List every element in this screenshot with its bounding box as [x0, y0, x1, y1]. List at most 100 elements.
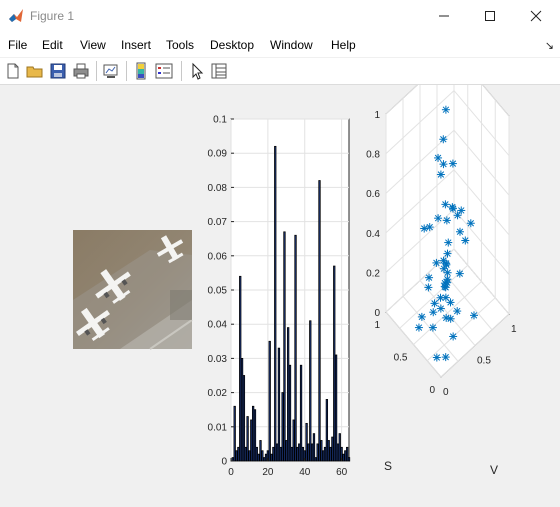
x-tick-label: 0 [228, 467, 234, 478]
scatter-point [425, 273, 434, 282]
histogram-bar [274, 145, 277, 462]
menu-edit[interactable]: Edit [42, 38, 63, 52]
new-figure-icon[interactable] [3, 61, 23, 81]
histogram-bar [327, 440, 330, 462]
menu-view[interactable]: View [80, 38, 106, 52]
histogram-bar [279, 446, 282, 462]
y-tick-label: 0.02 [208, 388, 228, 399]
link-plot-icon[interactable] [101, 61, 121, 81]
histogram-bar [242, 375, 246, 462]
histogram-bar [270, 453, 273, 462]
y-tick-label: 0.07 [208, 217, 228, 228]
histogram-bar [237, 446, 240, 462]
scatter-point [434, 214, 443, 223]
grid-line [399, 264, 469, 329]
toolbar-separator [126, 61, 127, 81]
histogram-bar [331, 436, 334, 462]
maximize-button[interactable] [467, 0, 513, 32]
scatter-point [446, 298, 455, 307]
histogram-bar [253, 409, 257, 462]
z-tick-label: 0.4 [366, 229, 380, 240]
scatter-point [441, 283, 450, 292]
histogram-bar [272, 446, 275, 462]
open-file-icon[interactable] [25, 61, 45, 81]
figure-canvas: 0 0.01 0.02 0.03 0.04 0.05 0.06 0.07 0.08 0.09 0.1… [0, 85, 560, 507]
print-icon[interactable] [71, 61, 91, 81]
grid-line [385, 169, 455, 234]
scatter-point [453, 307, 462, 316]
scatter-point [428, 323, 437, 332]
histogram-bar [246, 416, 249, 462]
menu-window[interactable]: Window [270, 38, 313, 52]
scatter-point [429, 308, 438, 317]
histogram-chart: 0 0.01 0.02 0.03 0.04 0.05 0.06 0.07 0.08 0.09 0.1… [208, 115, 351, 478]
grid-line [453, 129, 510, 196]
grid-line [385, 90, 455, 154]
y-tick-label: 0.09 [208, 149, 228, 160]
histogram-bar [314, 457, 317, 462]
menu-tools[interactable]: Tools [166, 38, 195, 52]
histogram-bar [336, 443, 340, 462]
menu-desktop[interactable]: Desktop [210, 38, 255, 52]
z-tick-label: 0.8 [366, 150, 380, 161]
y-tick-label: 0.01 [208, 422, 228, 433]
histogram-bar [296, 446, 299, 462]
histogram-bar [298, 443, 301, 462]
scatter-point [420, 224, 429, 233]
histogram-bar [334, 354, 338, 462]
minimize-button[interactable] [421, 0, 467, 32]
scatter-point [455, 269, 464, 278]
scatter-point [448, 203, 457, 212]
menu-file[interactable]: File [8, 38, 28, 52]
maximize-icon [485, 11, 495, 21]
histogram-bar [264, 453, 268, 462]
histogram-bar [290, 446, 293, 462]
grid-line [482, 85, 510, 117]
scatter-point [417, 312, 426, 321]
histogram-bar [248, 450, 251, 462]
window-title: Figure 1 [30, 9, 75, 23]
colorbar-icon[interactable] [132, 61, 152, 81]
y-tick-label: 0 [443, 387, 449, 398]
scatter-point [457, 206, 466, 215]
histogram-bar [318, 180, 321, 462]
histogram-bar [251, 405, 255, 462]
histogram-bar [307, 443, 310, 462]
toolbar-separator [181, 61, 182, 81]
legend-icon[interactable] [154, 61, 174, 81]
x-tick-label: 40 [299, 467, 311, 478]
dock-figure-icon[interactable]: ↘ [544, 40, 554, 52]
menu-help[interactable]: Help [331, 38, 356, 52]
histogram-bar [261, 450, 264, 462]
aerial-airplanes-photo [73, 230, 193, 350]
histogram-bar [320, 440, 323, 462]
save-icon[interactable] [48, 61, 68, 81]
grid-line [385, 85, 419, 115]
scatter-point [430, 299, 439, 308]
histogram-bar [309, 320, 312, 462]
histogram-bar [346, 446, 349, 462]
matlab-logo-icon [9, 9, 23, 22]
y-tick-label: 0.5 [477, 356, 491, 367]
pointer-icon[interactable] [187, 61, 207, 81]
histogram-bar [287, 327, 290, 462]
scatter-point [443, 249, 452, 258]
menu-insert[interactable]: Insert [121, 38, 152, 52]
property-inspector-icon[interactable] [209, 61, 229, 81]
histogram-bar [347, 457, 351, 462]
scatter-point [442, 216, 451, 225]
close-button[interactable] [513, 0, 559, 32]
y-tick-label: 0.06 [208, 251, 228, 262]
scatter-point [436, 170, 445, 179]
histogram-bar [338, 433, 341, 462]
histogram-bar [240, 357, 244, 462]
grid-line [385, 209, 455, 273]
scatter-point [466, 219, 475, 228]
title-bar: Figure 1 [0, 0, 560, 32]
scatter-point [441, 200, 450, 209]
histogram-bar [342, 453, 345, 462]
histogram-bar [325, 399, 329, 462]
histogram-bar [268, 340, 271, 462]
histogram-bar [263, 457, 266, 462]
scatter-point [444, 238, 453, 247]
